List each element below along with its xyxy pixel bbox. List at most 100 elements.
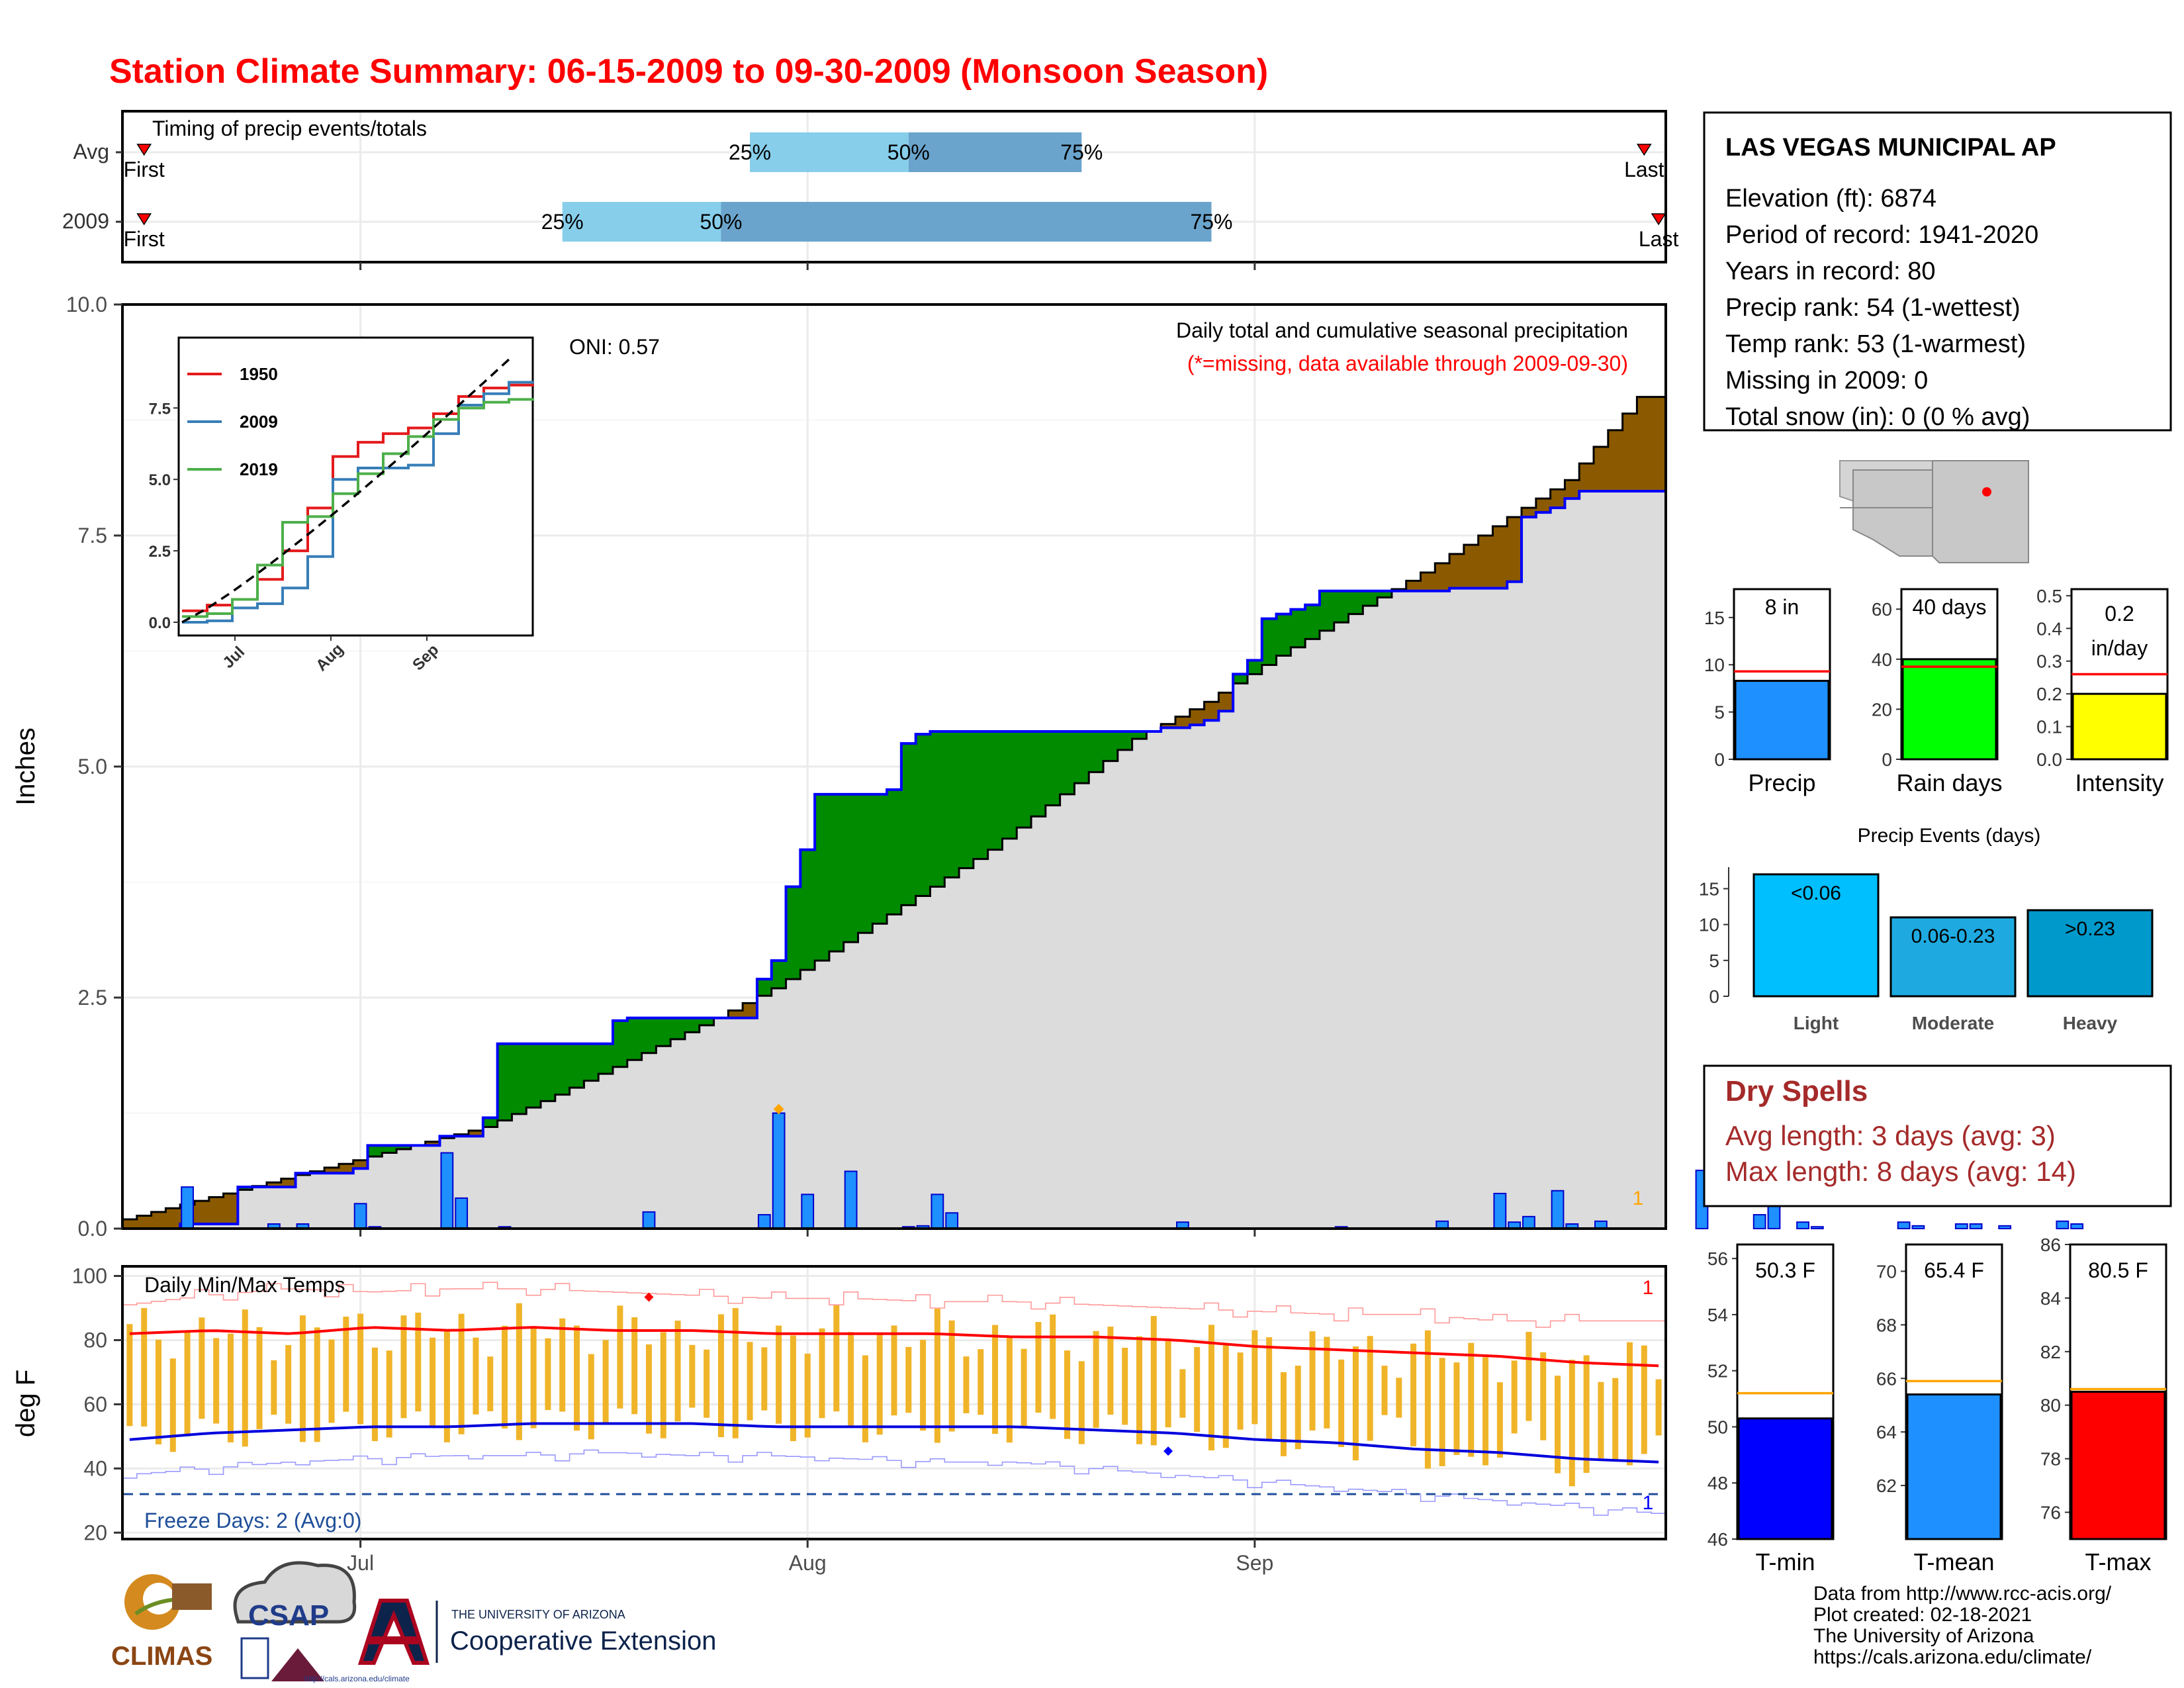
mini-bar-value-unit: in/day xyxy=(2091,636,2148,660)
missing-note: (*=missing, data available through 2009-… xyxy=(1187,352,1628,375)
daily-temp-bar xyxy=(1424,1330,1431,1469)
inset-legend-label: 2019 xyxy=(240,459,278,479)
daily-temp-bar xyxy=(1598,1382,1604,1459)
avg-min-line xyxy=(129,1422,1659,1464)
precip-ytick-label: 5.0 xyxy=(78,755,107,778)
inset-legend-label: 1950 xyxy=(240,364,278,384)
credit-line: The University of Arizona xyxy=(1813,1625,2034,1647)
station-info-box: LAS VEGAS MUNICIPAL AP Elevation (ft): 6… xyxy=(1703,111,2172,432)
daily-temp-bar xyxy=(1266,1337,1273,1441)
precip-surplus-fill xyxy=(670,1017,686,1039)
ua-logo: THE UNIVERSITY OF ARIZONA Cooperative Ex… xyxy=(357,1599,716,1665)
precip-surplus-fill xyxy=(1363,590,1378,606)
daily-temp-bar xyxy=(1525,1331,1532,1421)
events-bar-heavy xyxy=(2026,909,2154,998)
daily-temp-bar xyxy=(1655,1379,1662,1436)
mini-bar-ytick-label: 0 xyxy=(1714,749,1725,770)
csap-text: CSAP xyxy=(248,1599,329,1632)
daily-temp-bar xyxy=(631,1317,638,1415)
credits: Data from http://www.rcc-acis.org/Plot c… xyxy=(1813,1583,2112,1668)
daily-temp-bar xyxy=(920,1340,927,1431)
daily-temp-bar xyxy=(704,1349,710,1418)
precip-surplus-fill xyxy=(1377,590,1392,598)
mini-bar-ytick-label: 20 xyxy=(1872,699,1892,720)
precip-deficit-fill xyxy=(1463,544,1479,588)
precip-surplus-fill xyxy=(887,789,902,915)
daily-precip-bar xyxy=(353,1203,367,1229)
daily-temp-bar xyxy=(1396,1378,1402,1418)
precip-surplus-fill xyxy=(1074,731,1089,784)
temp-bar-ytick-label: 68 xyxy=(1876,1315,1897,1335)
coop-extension: Cooperative Extension xyxy=(450,1626,716,1656)
daily-temp-bar xyxy=(199,1317,205,1419)
credit-line: Data from http://www.rcc-acis.org/ xyxy=(1813,1583,2112,1605)
mini-bar-ytick-label: 0.1 xyxy=(2036,717,2062,737)
daily-temp-bar xyxy=(271,1360,277,1415)
daily-temp-bar xyxy=(1194,1346,1201,1432)
precip-surplus-fill xyxy=(382,1145,397,1153)
timing-header: Timing of precip events/totals xyxy=(152,117,427,140)
station-info-line: Precip rank: 54 (1-wettest) xyxy=(1725,294,2021,322)
precip-deficit-fill xyxy=(266,1182,282,1188)
precip-surplus-fill xyxy=(598,1043,614,1074)
record-low-marker xyxy=(1163,1446,1173,1456)
mini-bar-ytick-label: 10 xyxy=(1704,655,1725,675)
daily-temp-bar xyxy=(747,1342,753,1421)
precip-surplus-fill xyxy=(641,1017,657,1053)
daily-temp-bar xyxy=(559,1318,566,1412)
inset-ytick-label: 2.5 xyxy=(149,543,171,561)
daily-temp-bar xyxy=(1352,1346,1359,1461)
precip-surplus-fill xyxy=(944,731,960,878)
daily-temp-bar xyxy=(1410,1343,1417,1446)
mini-bar-ytick-label: 5 xyxy=(1714,702,1725,723)
timing-iqr-high xyxy=(721,202,1212,242)
mini-bar-rain-days xyxy=(1901,658,1997,761)
mini-bar-value: 0.2 xyxy=(2105,602,2134,626)
last-label: Last xyxy=(1624,158,1664,181)
daily-precip-bar xyxy=(2056,1220,2070,1230)
precip-corner-count: 1 xyxy=(1633,1188,1644,1209)
precip-deficit-fill xyxy=(1420,572,1435,591)
daily-precip-bar xyxy=(181,1186,194,1230)
precip-surplus-fill xyxy=(843,794,859,943)
daily-temp-bar xyxy=(660,1332,666,1438)
precip-surplus-fill xyxy=(541,1043,556,1102)
precip-surplus-fill xyxy=(1291,609,1306,647)
daily-temp-bar xyxy=(1122,1347,1128,1425)
record-min-line xyxy=(122,1449,1666,1516)
daily-temp-bar xyxy=(1208,1325,1214,1451)
daily-temp-bar xyxy=(1093,1331,1099,1428)
daily-precip-bar xyxy=(1810,1226,1824,1230)
precip-deficit-fill xyxy=(194,1201,210,1225)
precip-deficit-fill xyxy=(165,1208,181,1229)
timing-q75: 75% xyxy=(1060,140,1103,164)
mini-bar-ytick-label: 0.4 xyxy=(2036,618,2062,639)
daily-precip-bar xyxy=(945,1212,959,1229)
avg-max-line xyxy=(129,1326,1659,1368)
precip-surplus-fill xyxy=(959,731,974,868)
precip-surplus-fill xyxy=(829,794,844,952)
daily-temp-bar xyxy=(1222,1344,1229,1448)
precip-ytick-label: 2.5 xyxy=(78,986,107,1009)
precip-deficit-fill xyxy=(223,1193,238,1225)
daily-temp-bar xyxy=(1439,1358,1445,1466)
daily-precip-bar xyxy=(1551,1190,1565,1230)
temp-bar-ytick-label: 50 xyxy=(1707,1417,1728,1437)
daily-temp-bar xyxy=(1050,1314,1056,1419)
daily-temp-bar xyxy=(473,1337,479,1415)
daily-temp-bar xyxy=(430,1337,436,1427)
daily-temp-bar xyxy=(978,1349,984,1415)
daily-temp-bar xyxy=(1251,1330,1258,1425)
daily-temp-bar xyxy=(992,1325,999,1434)
inset-legend-label: 2009 xyxy=(240,412,278,432)
events-title: Precip Events (days) xyxy=(1858,825,2041,847)
temp-bar-ytick-label: 76 xyxy=(2040,1503,2061,1523)
timing-q50: 50% xyxy=(700,210,742,234)
daily-temp-bar xyxy=(689,1344,696,1408)
daily-temp-bar xyxy=(1453,1362,1460,1455)
mini-bar-ytick-label: 0.0 xyxy=(2036,749,2062,770)
precip-deficit-fill xyxy=(1579,463,1594,491)
temp-bar-value: 80.5 F xyxy=(2088,1258,2148,1282)
events-bar-light xyxy=(1752,873,1880,998)
timing-iqr-low xyxy=(562,202,721,242)
